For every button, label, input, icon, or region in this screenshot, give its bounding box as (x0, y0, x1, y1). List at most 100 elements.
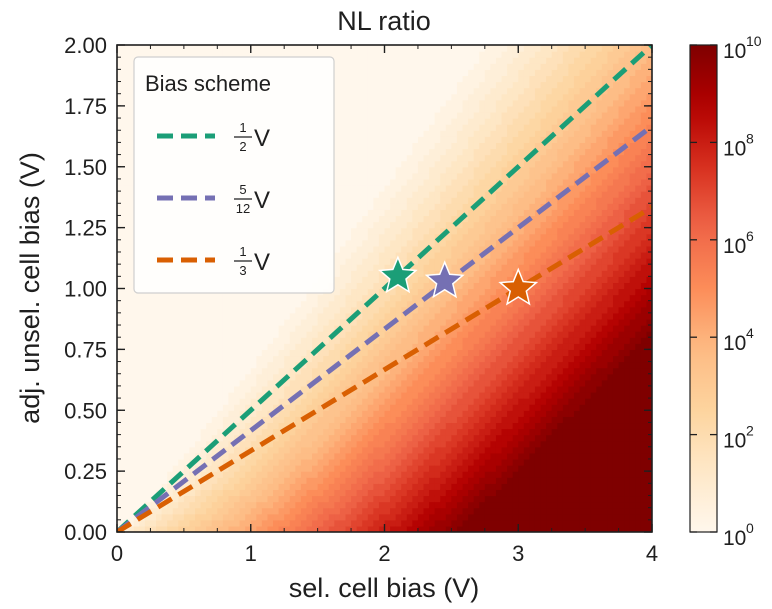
heatmap-cell (278, 440, 285, 448)
heatmap-cell (378, 136, 386, 143)
heatmap-cell (362, 434, 369, 442)
heatmap-cell (334, 63, 341, 70)
heatmap-cell (217, 410, 224, 417)
heatmap-cell (373, 166, 380, 174)
heatmap-cell (417, 215, 425, 223)
heatmap-cell (195, 361, 202, 369)
heatmap-cell (278, 385, 285, 393)
heatmap-cell (406, 142, 413, 150)
heatmap-cell (295, 501, 302, 509)
heatmap-cell (356, 221, 363, 229)
heatmap-cell (456, 191, 464, 198)
heatmap-cell (144, 398, 152, 405)
heatmap-cell (139, 465, 146, 472)
heatmap-cell (445, 373, 452, 381)
heatmap-cell (334, 215, 341, 223)
heatmap-cell (267, 489, 274, 497)
heatmap-cell (256, 45, 263, 52)
heatmap-cell (167, 45, 174, 52)
heatmap-cell (178, 312, 185, 320)
heatmap-cell (351, 215, 358, 223)
heatmap-cell (273, 489, 280, 497)
heatmap-cell (456, 477, 464, 484)
heatmap-cell (351, 69, 358, 77)
heatmap-cell (278, 501, 285, 509)
heatmap-cell (423, 142, 430, 150)
heatmap-cell (122, 178, 129, 186)
heatmap-cell (362, 410, 369, 417)
heatmap-cell (328, 483, 335, 490)
heatmap-cell (122, 63, 129, 70)
heatmap-cell (351, 379, 358, 387)
heatmap-cell (445, 215, 452, 223)
heatmap-cell (200, 446, 207, 454)
heatmap-cell (295, 483, 302, 490)
heatmap-cell (172, 337, 179, 344)
heatmap-cell (150, 434, 157, 442)
heatmap-cell (339, 495, 347, 503)
heatmap-cell (367, 203, 374, 210)
heatmap-cell (306, 440, 313, 448)
heatmap-cell (384, 477, 391, 484)
heatmap-cell (239, 458, 246, 466)
heatmap-cell (362, 507, 369, 515)
heatmap-cell (339, 172, 347, 180)
heatmap-cell (434, 379, 441, 387)
heatmap-cell (278, 410, 285, 417)
heatmap-cell (267, 525, 274, 532)
heatmap-cell (401, 367, 408, 375)
heatmap-cell (178, 404, 185, 411)
heatmap-cell (462, 355, 469, 363)
heatmap-cell (462, 361, 469, 369)
heatmap-cell (362, 118, 369, 125)
heatmap-cell (178, 343, 185, 350)
heatmap-cell (261, 507, 269, 515)
heatmap-cell (312, 471, 319, 478)
heatmap-cell (295, 404, 302, 411)
heatmap-cell (362, 185, 369, 192)
heatmap-cell (261, 428, 269, 436)
heatmap-cell (206, 318, 213, 326)
heatmap-cell (390, 191, 397, 198)
heatmap-cell (351, 142, 358, 150)
heatmap-cell (429, 525, 436, 532)
heatmap-cell (167, 458, 174, 466)
heatmap-cell (412, 93, 419, 101)
heatmap-cell (178, 367, 185, 375)
heatmap-cell (161, 458, 168, 466)
heatmap-cell (406, 489, 413, 497)
heatmap-cell (256, 495, 263, 503)
heatmap-cell (206, 294, 213, 302)
heatmap-cell (451, 209, 458, 217)
heatmap-cell (373, 154, 380, 162)
heatmap-cell (339, 306, 347, 314)
heatmap-cell (401, 416, 408, 424)
heatmap-cell (144, 337, 152, 344)
heatmap-cell (401, 172, 408, 180)
heatmap-cell (423, 446, 430, 454)
heatmap-cell (312, 519, 319, 527)
heatmap-cell (417, 288, 425, 296)
heatmap-cell (334, 519, 341, 527)
heatmap-cell (373, 391, 380, 399)
heatmap-cell (295, 495, 302, 503)
heatmap-cell (189, 385, 196, 393)
heatmap-cell (345, 69, 352, 77)
heatmap-cell (423, 495, 430, 503)
heatmap-cell (378, 325, 386, 332)
heatmap-cell (401, 489, 408, 497)
heatmap-cell (312, 331, 319, 338)
heatmap-cell (417, 87, 425, 95)
heatmap-cell (312, 513, 319, 521)
heatmap-cell (345, 331, 352, 338)
heatmap-cell (412, 495, 419, 503)
heatmap-cell (156, 318, 163, 326)
heatmap-cell (417, 258, 425, 265)
heatmap-cell (312, 306, 319, 314)
heatmap-cell (445, 209, 452, 217)
heatmap-cell (228, 306, 235, 314)
heatmap-cell (440, 191, 447, 198)
heatmap-cell (222, 422, 230, 430)
heatmap-cell (373, 105, 380, 113)
heatmap-cell (345, 495, 352, 503)
